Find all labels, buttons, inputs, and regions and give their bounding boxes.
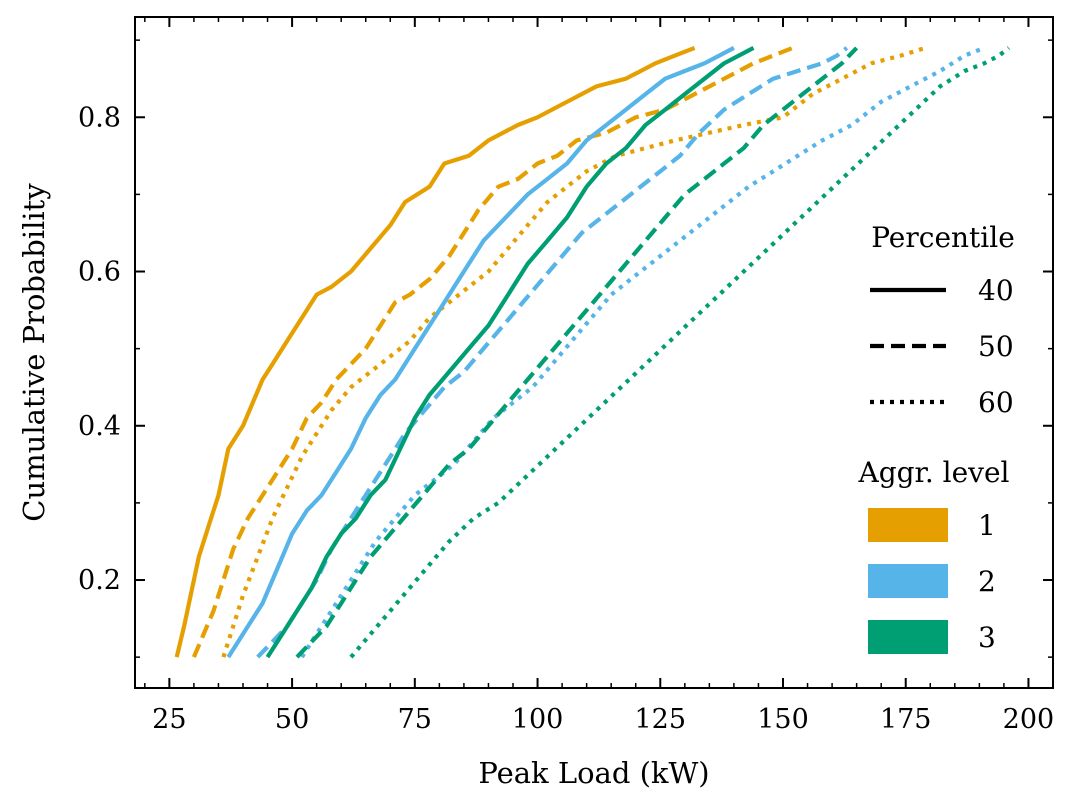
series-line-aggr3-p60	[349, 46, 1011, 659]
x-tick-label: 200	[1003, 704, 1055, 735]
y-tick-label: 0.4	[78, 411, 121, 442]
x-tick-label: 175	[880, 704, 932, 735]
series-line-aggr1-p40	[174, 45, 696, 658]
y-tick-label: 0.2	[78, 565, 121, 596]
legend-swatch-aggr-3	[868, 620, 948, 654]
series-line-aggr3-p40	[265, 46, 755, 659]
series-line-aggr3-p50	[295, 46, 859, 659]
series-line-aggr1-p50	[191, 45, 794, 658]
x-axis-title: Peak Load (kW)	[478, 756, 709, 790]
legend-label-percentile-40: 40	[978, 274, 1014, 307]
x-tick-label: 75	[398, 704, 432, 735]
y-tick-label: 0.8	[78, 102, 121, 133]
series-line-aggr2-p50	[256, 46, 849, 659]
x-tick-label: 150	[757, 704, 809, 735]
legend-label-aggr-3: 3	[978, 621, 996, 654]
x-tick-label: 100	[512, 704, 564, 735]
legend-label-aggr-1: 1	[978, 509, 996, 542]
x-tick-label: 125	[634, 704, 686, 735]
plot-frame	[134, 16, 1054, 689]
legend-label-percentile-50: 50	[978, 330, 1014, 363]
legend-title-percentile: Percentile	[871, 221, 1015, 254]
legend-title-aggr-level: Aggr. level	[857, 456, 1009, 489]
legend-label-percentile-60: 60	[978, 386, 1014, 419]
series-line-aggr2-p60	[300, 45, 986, 659]
legend-swatch-aggr-2	[868, 564, 948, 598]
legend-label-aggr-2: 2	[978, 565, 996, 598]
legend-swatch-aggr-1	[868, 508, 948, 542]
x-tick-label: 25	[152, 704, 186, 735]
legend: Percentile Aggr. level 40 50 60 1 2 3	[857, 221, 1015, 654]
series-line-aggr2-p40	[226, 46, 735, 659]
y-axis-title: Cumulative Probability	[17, 183, 51, 522]
y-tick-label: 0.6	[78, 257, 121, 288]
x-tick-label: 50	[275, 704, 309, 735]
series-layer	[174, 45, 1011, 659]
